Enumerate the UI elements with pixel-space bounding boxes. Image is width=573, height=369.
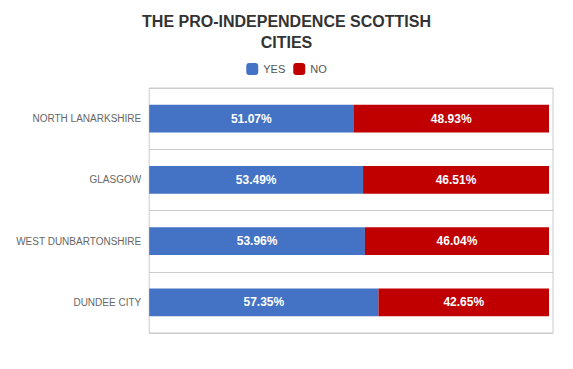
svg-text:42.65%: 42.65% (443, 295, 484, 309)
svg-text:NORTH LANARKSHIRE: NORTH LANARKSHIRE (32, 113, 141, 124)
svg-text:57.35%: 57.35% (243, 295, 284, 309)
svg-text:CITIES: CITIES (261, 34, 313, 51)
svg-text:NO: NO (310, 63, 327, 75)
svg-text:46.04%: 46.04% (437, 234, 478, 248)
svg-text:WEST DUNBARTONSHIRE: WEST DUNBARTONSHIRE (16, 236, 141, 247)
svg-text:46.51%: 46.51% (436, 173, 477, 187)
svg-text:48.93%: 48.93% (431, 112, 472, 126)
svg-text:53.96%: 53.96% (237, 234, 278, 248)
svg-text:THE PRO-INDEPENDENCE SCOTTISH: THE PRO-INDEPENDENCE SCOTTISH (142, 13, 431, 30)
svg-text:51.07%: 51.07% (231, 112, 272, 126)
svg-text:YES: YES (263, 63, 285, 75)
svg-text:GLASGOW: GLASGOW (90, 174, 142, 185)
svg-text:DUNDEE CITY: DUNDEE CITY (73, 297, 141, 308)
svg-text:53.49%: 53.49% (236, 173, 277, 187)
